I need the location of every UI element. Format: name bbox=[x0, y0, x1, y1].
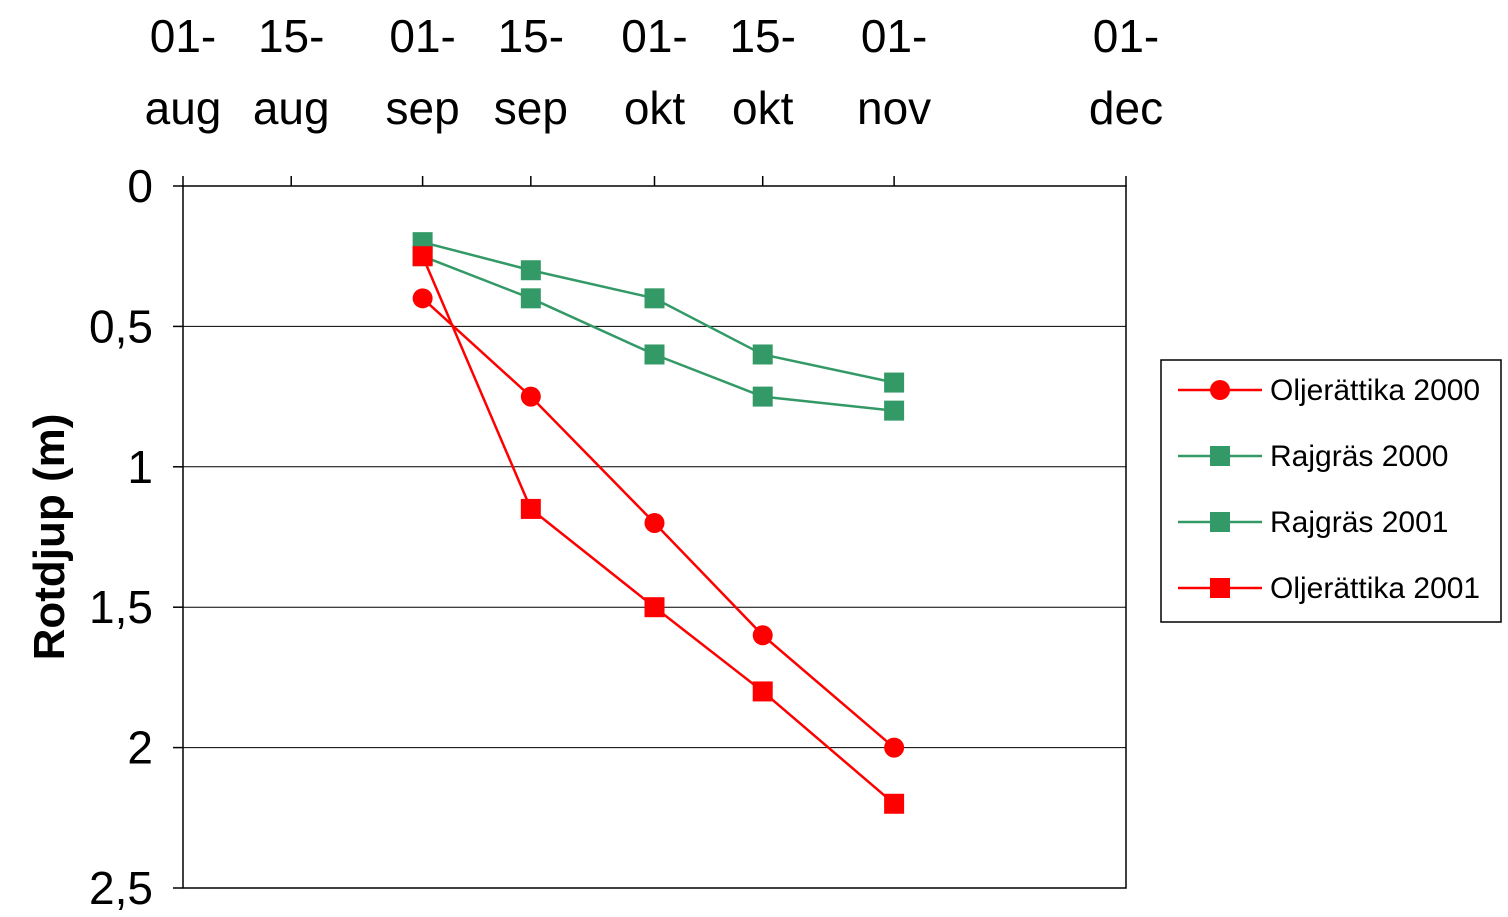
legend-marker bbox=[1210, 578, 1230, 598]
data-point bbox=[644, 344, 665, 365]
y-tick-label: 1,5 bbox=[89, 581, 153, 633]
data-point bbox=[752, 681, 773, 702]
legend-marker bbox=[1210, 446, 1230, 466]
legend-marker bbox=[1210, 512, 1230, 532]
legend-label: Rajgräs 2001 bbox=[1270, 506, 1448, 539]
data-point bbox=[884, 400, 905, 421]
x-tick-label: 01- bbox=[150, 10, 216, 62]
y-tick-label: 2 bbox=[127, 722, 153, 774]
series-line bbox=[422, 255, 895, 412]
data-point bbox=[884, 793, 905, 814]
y-axis-label: Rotdjup (m) bbox=[25, 414, 74, 661]
y-axis: 0 0,5 1 1,5 2 2,5 bbox=[89, 160, 183, 914]
x-tick-label: aug bbox=[253, 82, 330, 134]
x-tick-label: 15- bbox=[498, 10, 564, 62]
x-tick-label: 15- bbox=[729, 10, 795, 62]
data-point bbox=[752, 386, 773, 407]
series-4 bbox=[412, 246, 905, 814]
data-point bbox=[884, 737, 905, 758]
x-tick-label: sep bbox=[386, 82, 460, 134]
x-tick-label: dec bbox=[1089, 82, 1163, 134]
legend: Oljerättika 2000 Rajgräs 2000 Rajgräs 2001… bbox=[1160, 359, 1502, 623]
x-axis: 01- aug 15- aug 01- sep 15- sep 01- okt 15- okt 01- n… bbox=[145, 10, 1163, 186]
series-1 bbox=[412, 288, 905, 758]
data-point bbox=[520, 386, 541, 407]
y-tick-label: 2,5 bbox=[89, 862, 153, 914]
x-tick-label: 01- bbox=[621, 10, 687, 62]
data-point bbox=[412, 288, 433, 309]
data-point bbox=[884, 372, 905, 393]
legend-label: Oljerättika 2000 bbox=[1270, 374, 1480, 407]
y-tick-label: 1 bbox=[127, 441, 153, 493]
gridlines bbox=[183, 325, 1126, 749]
y-tick-label: 0 bbox=[127, 160, 153, 212]
data-point bbox=[644, 288, 665, 309]
x-tick-label: nov bbox=[857, 82, 931, 134]
x-tick-label: sep bbox=[494, 82, 568, 134]
legend-label: Rajgräs 2000 bbox=[1270, 440, 1448, 473]
data-point bbox=[412, 246, 433, 267]
data-point bbox=[752, 344, 773, 365]
x-tick-label: 15- bbox=[258, 10, 324, 62]
data-point bbox=[752, 625, 773, 646]
x-tick-label: 01- bbox=[861, 10, 927, 62]
data-point bbox=[520, 260, 541, 281]
series-lines bbox=[412, 232, 905, 814]
y-tick-label: 0,5 bbox=[89, 300, 153, 352]
x-tick-label: okt bbox=[624, 82, 686, 134]
x-tick-label: okt bbox=[732, 82, 794, 134]
series-3 bbox=[412, 246, 905, 421]
series-2 bbox=[412, 232, 905, 393]
data-point bbox=[644, 597, 665, 618]
legend-marker bbox=[1210, 380, 1230, 400]
legend-label: Oljerättika 2001 bbox=[1270, 572, 1480, 605]
x-tick-label: 01- bbox=[1093, 10, 1159, 62]
data-point bbox=[644, 512, 665, 533]
x-tick-label: 01- bbox=[389, 10, 455, 62]
data-point bbox=[520, 498, 541, 519]
data-point bbox=[520, 288, 541, 309]
x-tick-label: aug bbox=[145, 82, 222, 134]
